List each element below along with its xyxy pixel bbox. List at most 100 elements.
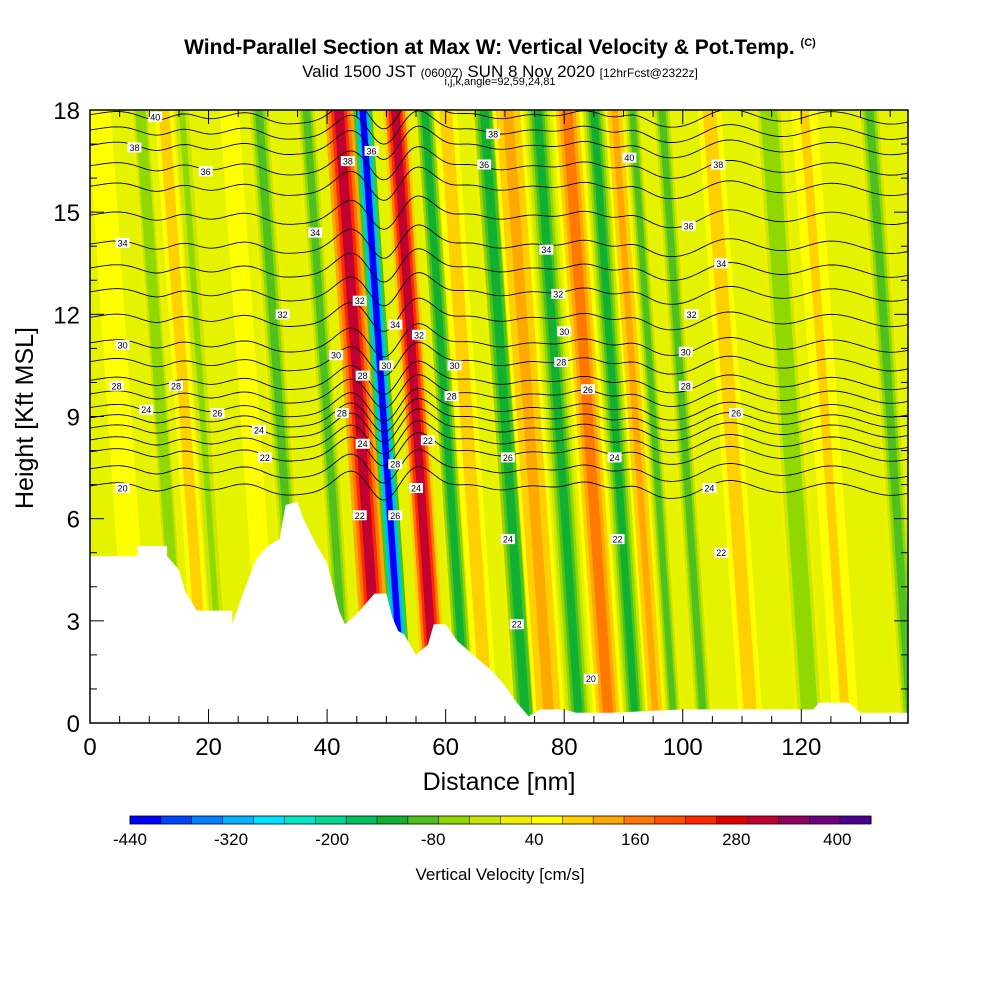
y-tick-label: 12 xyxy=(53,302,80,329)
contour-label-box xyxy=(115,483,130,494)
subtitle-forecast: [12hrFcst@2322z] xyxy=(599,66,698,80)
colorbar-swatch xyxy=(685,816,718,824)
contour-label-box xyxy=(681,220,696,231)
contour-label-box xyxy=(610,534,625,545)
contour-label: 24 xyxy=(610,453,620,463)
contour-label: 38 xyxy=(488,129,498,139)
contour-label: 40 xyxy=(150,112,160,122)
contour-label-box xyxy=(198,166,213,177)
theta-contour xyxy=(90,341,908,377)
contour-label: 28 xyxy=(358,371,368,381)
contour-label: 22 xyxy=(260,453,270,463)
colorbar-swatch xyxy=(531,816,563,824)
theta-contour xyxy=(90,449,908,484)
colorbar-swatch xyxy=(346,816,378,824)
contour-label-box xyxy=(109,380,124,391)
contour-label-box xyxy=(711,159,726,170)
contour-label-box xyxy=(328,350,343,361)
velocity-band xyxy=(479,110,531,723)
contour-label: 36 xyxy=(479,160,489,170)
contour-label: 34 xyxy=(390,320,400,330)
theta-contour xyxy=(90,146,908,181)
contour-label: 32 xyxy=(414,330,424,340)
velocity-band xyxy=(421,110,471,723)
x-axis-label: Distance [nm] xyxy=(423,768,576,796)
contour-label-box xyxy=(420,435,435,446)
contour-label-box xyxy=(411,329,426,340)
colorbar-tick-label: 280 xyxy=(722,830,750,849)
contour-label: 32 xyxy=(553,289,563,299)
contour-label-box xyxy=(607,452,622,463)
theta-contour xyxy=(90,125,908,160)
contour-label: 28 xyxy=(390,460,400,470)
contour-label-box xyxy=(334,408,349,419)
contour-label-box xyxy=(678,380,693,391)
subtitle-zulu-time: (0600Z) xyxy=(420,66,463,80)
contour-label: 22 xyxy=(355,511,365,521)
contour-label-box xyxy=(251,425,266,436)
contour-label-box xyxy=(115,339,130,350)
colorbar-swatch xyxy=(130,816,162,824)
contour-label-box xyxy=(444,391,459,402)
colorbar-swatch xyxy=(284,816,316,824)
contour-label-box xyxy=(127,142,142,153)
chart-title-text: Wind-Parallel Section at Max W: Vertical… xyxy=(184,36,795,59)
contour-label: 28 xyxy=(556,358,566,368)
contour-label-box xyxy=(308,227,323,238)
velocity-band xyxy=(590,110,639,723)
contour-label-box xyxy=(275,309,290,320)
colorbar-swatch xyxy=(747,816,779,824)
contour-label-box xyxy=(388,459,403,470)
contour-label-box xyxy=(352,295,367,306)
contour-label: 28 xyxy=(447,392,457,402)
contour-label: 34 xyxy=(118,238,128,248)
colorbar-tick-label: -440 xyxy=(113,830,147,849)
contour-label-box xyxy=(583,673,598,684)
contour-label: 24 xyxy=(254,426,264,436)
theta-contour xyxy=(90,248,908,283)
contour-label: 32 xyxy=(687,310,697,320)
x-tick-label: 80 xyxy=(551,734,578,761)
x-tick-label: 40 xyxy=(314,734,341,761)
colorbar-swatch xyxy=(253,816,285,824)
contour-label-box xyxy=(168,380,183,391)
y-tick-label: 15 xyxy=(53,200,80,227)
contour-label-box xyxy=(622,152,637,163)
contour-label-box xyxy=(678,346,693,357)
contour-label: 36 xyxy=(201,167,211,177)
contour-label: 26 xyxy=(503,453,513,463)
theta-contour xyxy=(90,272,908,307)
contour-label: 20 xyxy=(586,674,596,684)
terrain-mask xyxy=(90,501,908,723)
theta-contour xyxy=(90,432,908,467)
contour-label-box xyxy=(684,309,699,320)
contour-label: 24 xyxy=(411,484,421,494)
contour-label-box xyxy=(539,244,554,255)
colorbar-tick-label: 40 xyxy=(525,830,544,849)
contour-label: 24 xyxy=(704,484,714,494)
contour-label: 38 xyxy=(129,143,139,153)
contour-label-box xyxy=(352,510,367,521)
contour-label-box xyxy=(379,360,394,371)
contour-label: 36 xyxy=(367,146,377,156)
contour-label-box xyxy=(115,237,130,248)
theta-contour xyxy=(90,398,908,433)
colorbar-swatch xyxy=(840,816,872,824)
theta-contour xyxy=(90,323,908,358)
colorbar-swatch xyxy=(407,816,440,824)
chart-subtitle: Valid 1500 JST (0600Z) SUN 8 Nov 2020 [1… xyxy=(0,62,1000,82)
contour-label: 30 xyxy=(681,347,691,357)
colorbar-tick-label: -320 xyxy=(214,830,248,849)
contour-label: 28 xyxy=(337,409,347,419)
contour-label: 28 xyxy=(171,381,181,391)
contour-label: 40 xyxy=(624,153,634,163)
x-tick-label: 100 xyxy=(663,734,703,761)
colorbar-tick-label: -200 xyxy=(315,830,349,849)
contour-label-box xyxy=(409,483,424,494)
theta-contour xyxy=(90,110,908,130)
velocity-band xyxy=(502,110,555,723)
contour-label: 26 xyxy=(212,409,222,419)
colorbar-swatch xyxy=(624,816,656,824)
